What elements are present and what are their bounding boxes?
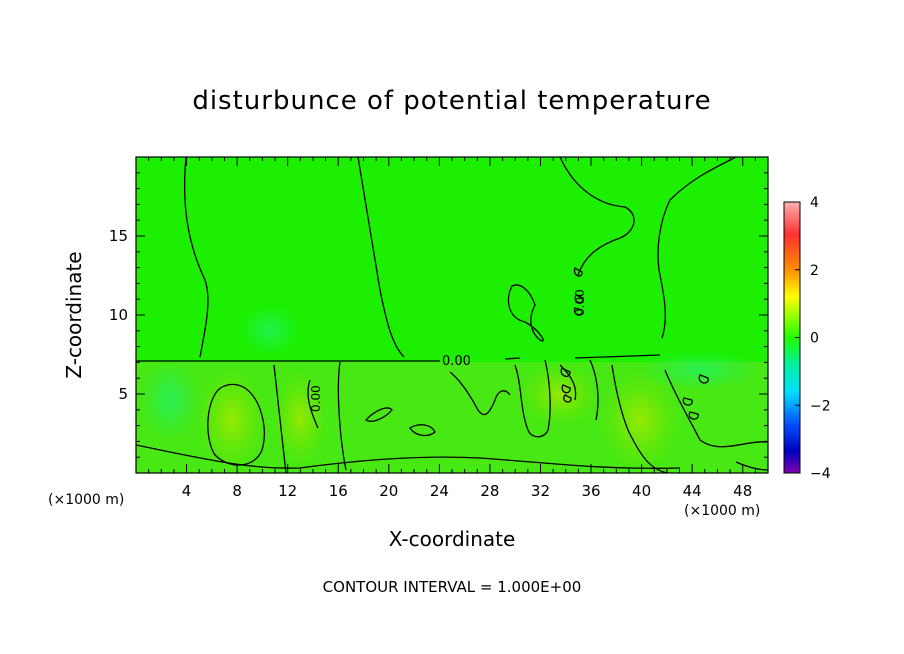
contour-line <box>657 157 737 339</box>
x-tick-label: 4 <box>182 482 192 500</box>
x-unit-label-left: (×1000 m) <box>48 492 125 508</box>
contour-line <box>337 361 347 471</box>
colorbar-tick-label: 4 <box>810 195 819 211</box>
x-unit-label-right: (×1000 m) <box>684 503 761 519</box>
contour-line <box>688 411 699 420</box>
contour-line <box>589 359 599 421</box>
contour-line <box>563 394 572 403</box>
x-axis-label: X-coordinate <box>388 527 516 551</box>
contour-line <box>735 461 768 471</box>
y-tick-label: 10 <box>109 306 128 324</box>
x-tick-label: 20 <box>379 482 398 500</box>
colorbar-tick-label: 0 <box>810 331 819 347</box>
contour-line <box>507 284 544 342</box>
x-tick-label: 36 <box>581 482 600 500</box>
contour-line <box>611 364 669 473</box>
x-tick-label: 8 <box>232 482 242 500</box>
contour-line <box>183 157 209 358</box>
y-axis-ticks <box>136 172 768 458</box>
x-axis-tick-labels: 4 8 12 16 20 24 28 32 36 40 44 48 <box>182 482 752 500</box>
y-tick-label: 5 <box>118 385 128 403</box>
x-tick-label: 48 <box>733 482 752 500</box>
contour-line <box>560 367 571 377</box>
field-shading <box>136 305 768 473</box>
contour-line <box>573 307 583 316</box>
x-tick-label: 16 <box>329 482 348 500</box>
contour-label: 0.00 <box>309 385 323 412</box>
chart-title: disturbunce of potential temperature <box>192 86 712 116</box>
contour-line <box>449 371 511 416</box>
x-tick-label: 28 <box>480 482 499 500</box>
contour-line <box>573 267 583 277</box>
contour-line <box>357 157 405 358</box>
colorbar-ticks <box>795 201 800 474</box>
contour-line <box>409 424 436 437</box>
contour-line <box>273 364 287 473</box>
x-tick-label: 44 <box>683 482 702 500</box>
x-tick-label: 24 <box>430 482 449 500</box>
y-tick-label: 15 <box>109 227 128 245</box>
contour-line <box>574 354 661 359</box>
contour-label: 0.00 <box>442 354 471 369</box>
colorbar-tick-labels: 4 2 0 −2 −4 <box>810 195 831 482</box>
x-tick-label: 40 <box>632 482 651 500</box>
colorbar-tick-label: −4 <box>810 466 831 482</box>
contour-line <box>307 379 319 429</box>
x-tick-label: 32 <box>531 482 550 500</box>
y-axis-tick-labels: 5 10 15 <box>109 227 128 403</box>
x-axis-ticks <box>148 157 756 473</box>
contour-line <box>561 384 571 394</box>
y-axis-label: Z-coordinate <box>62 251 86 379</box>
contour-line <box>504 357 521 360</box>
contour-lines <box>136 157 768 473</box>
contour-line <box>698 374 709 384</box>
contour-label: 0.00 <box>573 289 587 316</box>
colorbar-tick-label: 2 <box>810 263 819 279</box>
contour-line <box>664 369 768 448</box>
x-tick-label: 12 <box>278 482 297 500</box>
contour-line <box>207 383 265 466</box>
colorbar-tick-label: −2 <box>810 398 831 414</box>
contour-line <box>682 397 693 406</box>
contour-line <box>574 294 584 304</box>
contour-line <box>365 407 393 422</box>
contour-line <box>514 359 551 438</box>
contour-interval-note: CONTOUR INTERVAL = 1.000E+00 <box>322 578 582 596</box>
contour-line <box>559 157 635 276</box>
contour-line <box>136 444 681 469</box>
